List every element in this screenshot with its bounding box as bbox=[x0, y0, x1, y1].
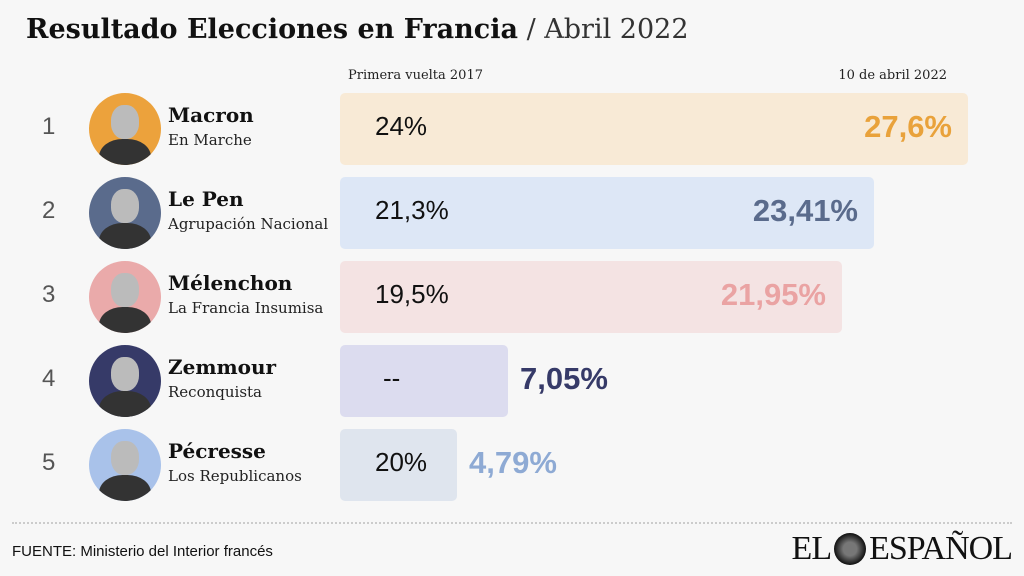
candidate-avatar bbox=[89, 93, 161, 165]
candidate-name: Macron bbox=[168, 103, 254, 127]
row-mélenchon: 3 Mélenchon La Francia Insumisa 19,5% 21… bbox=[0, 261, 1024, 333]
party-name: Reconquista bbox=[168, 383, 262, 401]
row-le pen: 2 Le Pen Agrupación Nacional 21,3% 23,41… bbox=[0, 177, 1024, 249]
rank: 2 bbox=[42, 197, 56, 224]
rank: 4 bbox=[42, 365, 56, 392]
value-2022: 7,05% bbox=[520, 361, 608, 396]
candidate-avatar bbox=[89, 261, 161, 333]
value-2017: -- bbox=[383, 363, 401, 393]
party-name: En Marche bbox=[168, 131, 252, 149]
source-note: FUENTE: Ministerio del Interior francés bbox=[12, 543, 273, 560]
rank: 1 bbox=[42, 113, 56, 140]
bar bbox=[340, 93, 968, 165]
chart-title: Resultado Elecciones en Francia / Abril … bbox=[26, 14, 689, 45]
candidate-name: Zemmour bbox=[168, 355, 277, 379]
el-espanol-logo: EL ESPAÑOL bbox=[791, 530, 1013, 567]
row-macron: 1 Macron En Marche 24% 27,6% bbox=[0, 93, 1024, 165]
column-header-2017: Primera vuelta 2017 bbox=[348, 68, 483, 83]
row-pécresse: 5 Pécresse Los Republicanos 20% 4,79% bbox=[0, 429, 1024, 501]
bar bbox=[340, 177, 874, 249]
column-header-2022: 10 de abril 2022 bbox=[838, 68, 947, 83]
value-2022: 23,41% bbox=[752, 193, 858, 228]
value-2022: 27,6% bbox=[864, 109, 952, 144]
candidate-avatar bbox=[89, 177, 161, 249]
value-2017: 24% bbox=[375, 111, 428, 141]
value-2017: 19,5% bbox=[375, 279, 449, 309]
value-2022: 21,95% bbox=[720, 277, 826, 312]
party-name: Los Republicanos bbox=[168, 467, 302, 485]
party-name: La Francia Insumisa bbox=[168, 299, 324, 317]
candidate-name: Le Pen bbox=[168, 187, 244, 211]
value-2022: 4,79% bbox=[469, 445, 557, 480]
bar bbox=[340, 429, 457, 501]
value-2017: 21,3% bbox=[375, 195, 449, 225]
candidate-avatar bbox=[89, 345, 161, 417]
lion-icon bbox=[834, 533, 867, 565]
bar bbox=[340, 345, 508, 417]
title-main: Resultado Elecciones en Francia bbox=[26, 14, 518, 45]
divider bbox=[12, 522, 1012, 524]
bar bbox=[340, 261, 842, 333]
value-2017: 20% bbox=[375, 447, 428, 477]
party-name: Agrupación Nacional bbox=[168, 215, 329, 233]
rank: 3 bbox=[42, 281, 56, 308]
rank: 5 bbox=[42, 449, 56, 476]
row-zemmour: 4 Zemmour Reconquista -- 7,05% bbox=[0, 345, 1024, 417]
candidate-name: Pécresse bbox=[168, 439, 266, 463]
candidate-name: Mélenchon bbox=[168, 271, 293, 295]
title-sub: / Abril 2022 bbox=[526, 14, 689, 45]
candidate-avatar bbox=[89, 429, 161, 501]
